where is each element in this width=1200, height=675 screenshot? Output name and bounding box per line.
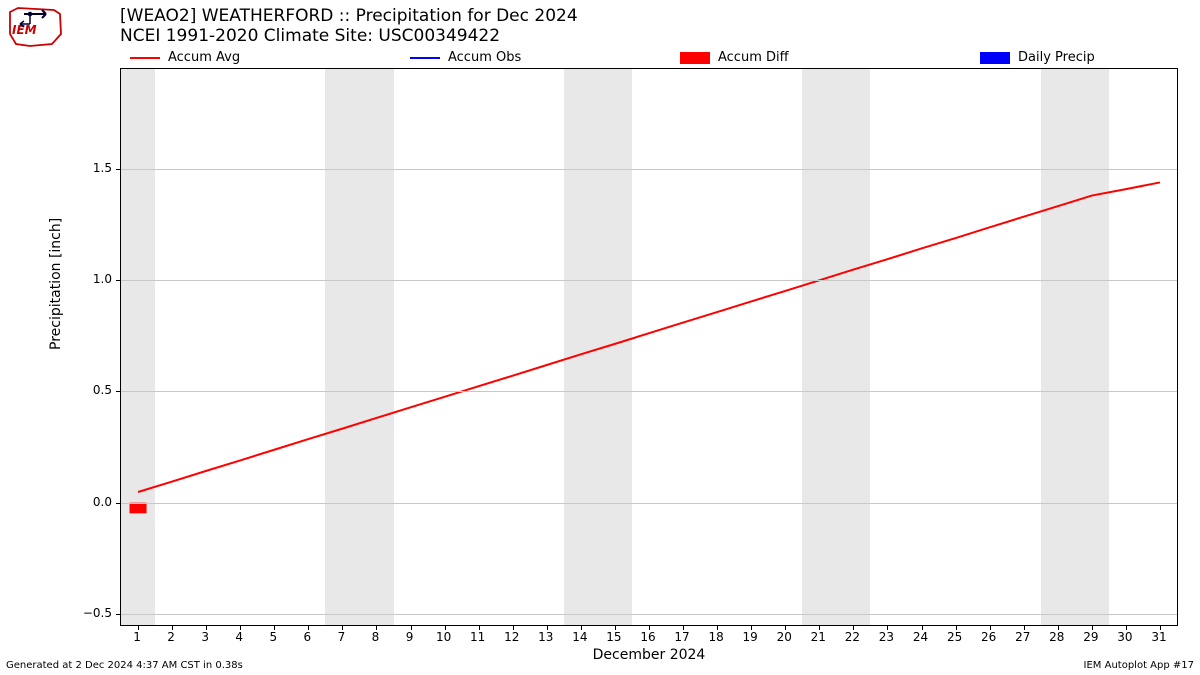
title-line1: [WEAO2] WEATHERFORD :: Precipitation for… bbox=[120, 6, 578, 26]
xtick-label: 21 bbox=[811, 630, 826, 644]
xtick-label: 4 bbox=[235, 630, 243, 644]
gridline bbox=[121, 280, 1177, 281]
x-axis-label: December 2024 bbox=[120, 647, 1178, 663]
xtick-label: 22 bbox=[845, 630, 860, 644]
ytick bbox=[116, 614, 121, 615]
legend: Accum Avg Accum Obs Accum Diff Daily Precip bbox=[120, 50, 1178, 70]
xtick-label: 25 bbox=[947, 630, 962, 644]
xtick-label: 31 bbox=[1151, 630, 1166, 644]
legend-item: Accum Avg bbox=[130, 50, 240, 65]
xtick-label: 3 bbox=[201, 630, 209, 644]
legend-swatch bbox=[130, 57, 160, 59]
accum-avg-line bbox=[138, 182, 1160, 492]
ytick-label: 0.0 bbox=[93, 495, 112, 509]
plot-area bbox=[120, 68, 1178, 626]
ytick-label: −0.5 bbox=[83, 606, 112, 620]
xtick-label: 27 bbox=[1015, 630, 1030, 644]
xtick-label: 20 bbox=[777, 630, 792, 644]
xtick-label: 14 bbox=[572, 630, 587, 644]
xtick-label: 23 bbox=[879, 630, 894, 644]
legend-label: Daily Precip bbox=[1018, 50, 1095, 65]
xtick-label: 9 bbox=[406, 630, 414, 644]
legend-item: Accum Diff bbox=[680, 50, 789, 65]
xtick-label: 13 bbox=[538, 630, 553, 644]
footer-generated: Generated at 2 Dec 2024 4:37 AM CST in 0… bbox=[6, 660, 243, 671]
ytick-label: 1.0 bbox=[93, 272, 112, 286]
xtick-label: 19 bbox=[743, 630, 758, 644]
svg-text:IEM: IEM bbox=[12, 23, 37, 37]
gridline bbox=[121, 614, 1177, 615]
xtick-label: 29 bbox=[1083, 630, 1098, 644]
legend-swatch bbox=[680, 52, 710, 64]
xtick-label: 11 bbox=[470, 630, 485, 644]
xtick-label: 10 bbox=[436, 630, 451, 644]
title-line2: NCEI 1991-2020 Climate Site: USC00349422 bbox=[120, 26, 578, 46]
xtick-label: 12 bbox=[504, 630, 519, 644]
chart-svg bbox=[121, 69, 1177, 625]
legend-item: Accum Obs bbox=[410, 50, 521, 65]
xtick-label: 17 bbox=[674, 630, 689, 644]
xtick-label: 28 bbox=[1049, 630, 1064, 644]
ytick bbox=[116, 391, 121, 392]
xtick-label: 2 bbox=[167, 630, 175, 644]
legend-label: Accum Obs bbox=[448, 50, 521, 65]
legend-label: Accum Diff bbox=[718, 50, 789, 65]
xtick-label: 1 bbox=[133, 630, 141, 644]
ytick-label: 0.5 bbox=[93, 383, 112, 397]
legend-swatch bbox=[980, 52, 1010, 64]
xtick-label: 7 bbox=[338, 630, 346, 644]
xtick-label: 16 bbox=[640, 630, 655, 644]
xtick-label: 18 bbox=[708, 630, 723, 644]
ytick-label: 1.5 bbox=[93, 161, 112, 175]
chart-title: [WEAO2] WEATHERFORD :: Precipitation for… bbox=[120, 6, 578, 47]
xtick-label: 30 bbox=[1117, 630, 1132, 644]
legend-label: Accum Avg bbox=[168, 50, 240, 65]
gridline bbox=[121, 391, 1177, 392]
legend-item: Daily Precip bbox=[980, 50, 1095, 65]
xtick-label: 5 bbox=[269, 630, 277, 644]
legend-swatch bbox=[410, 57, 440, 59]
ytick bbox=[116, 169, 121, 170]
xtick-label: 15 bbox=[606, 630, 621, 644]
footer-app: IEM Autoplot App #17 bbox=[1084, 660, 1194, 671]
y-axis-label: Precipitation [inch] bbox=[48, 218, 64, 350]
xtick-label: 6 bbox=[304, 630, 312, 644]
xtick-label: 24 bbox=[913, 630, 928, 644]
ytick bbox=[116, 503, 121, 504]
gridline bbox=[121, 169, 1177, 170]
iem-logo: IEM bbox=[6, 4, 64, 49]
gridline bbox=[121, 503, 1177, 504]
ytick bbox=[116, 280, 121, 281]
xtick-label: 26 bbox=[981, 630, 996, 644]
xtick-label: 8 bbox=[372, 630, 380, 644]
accum-diff-bar bbox=[130, 503, 147, 514]
